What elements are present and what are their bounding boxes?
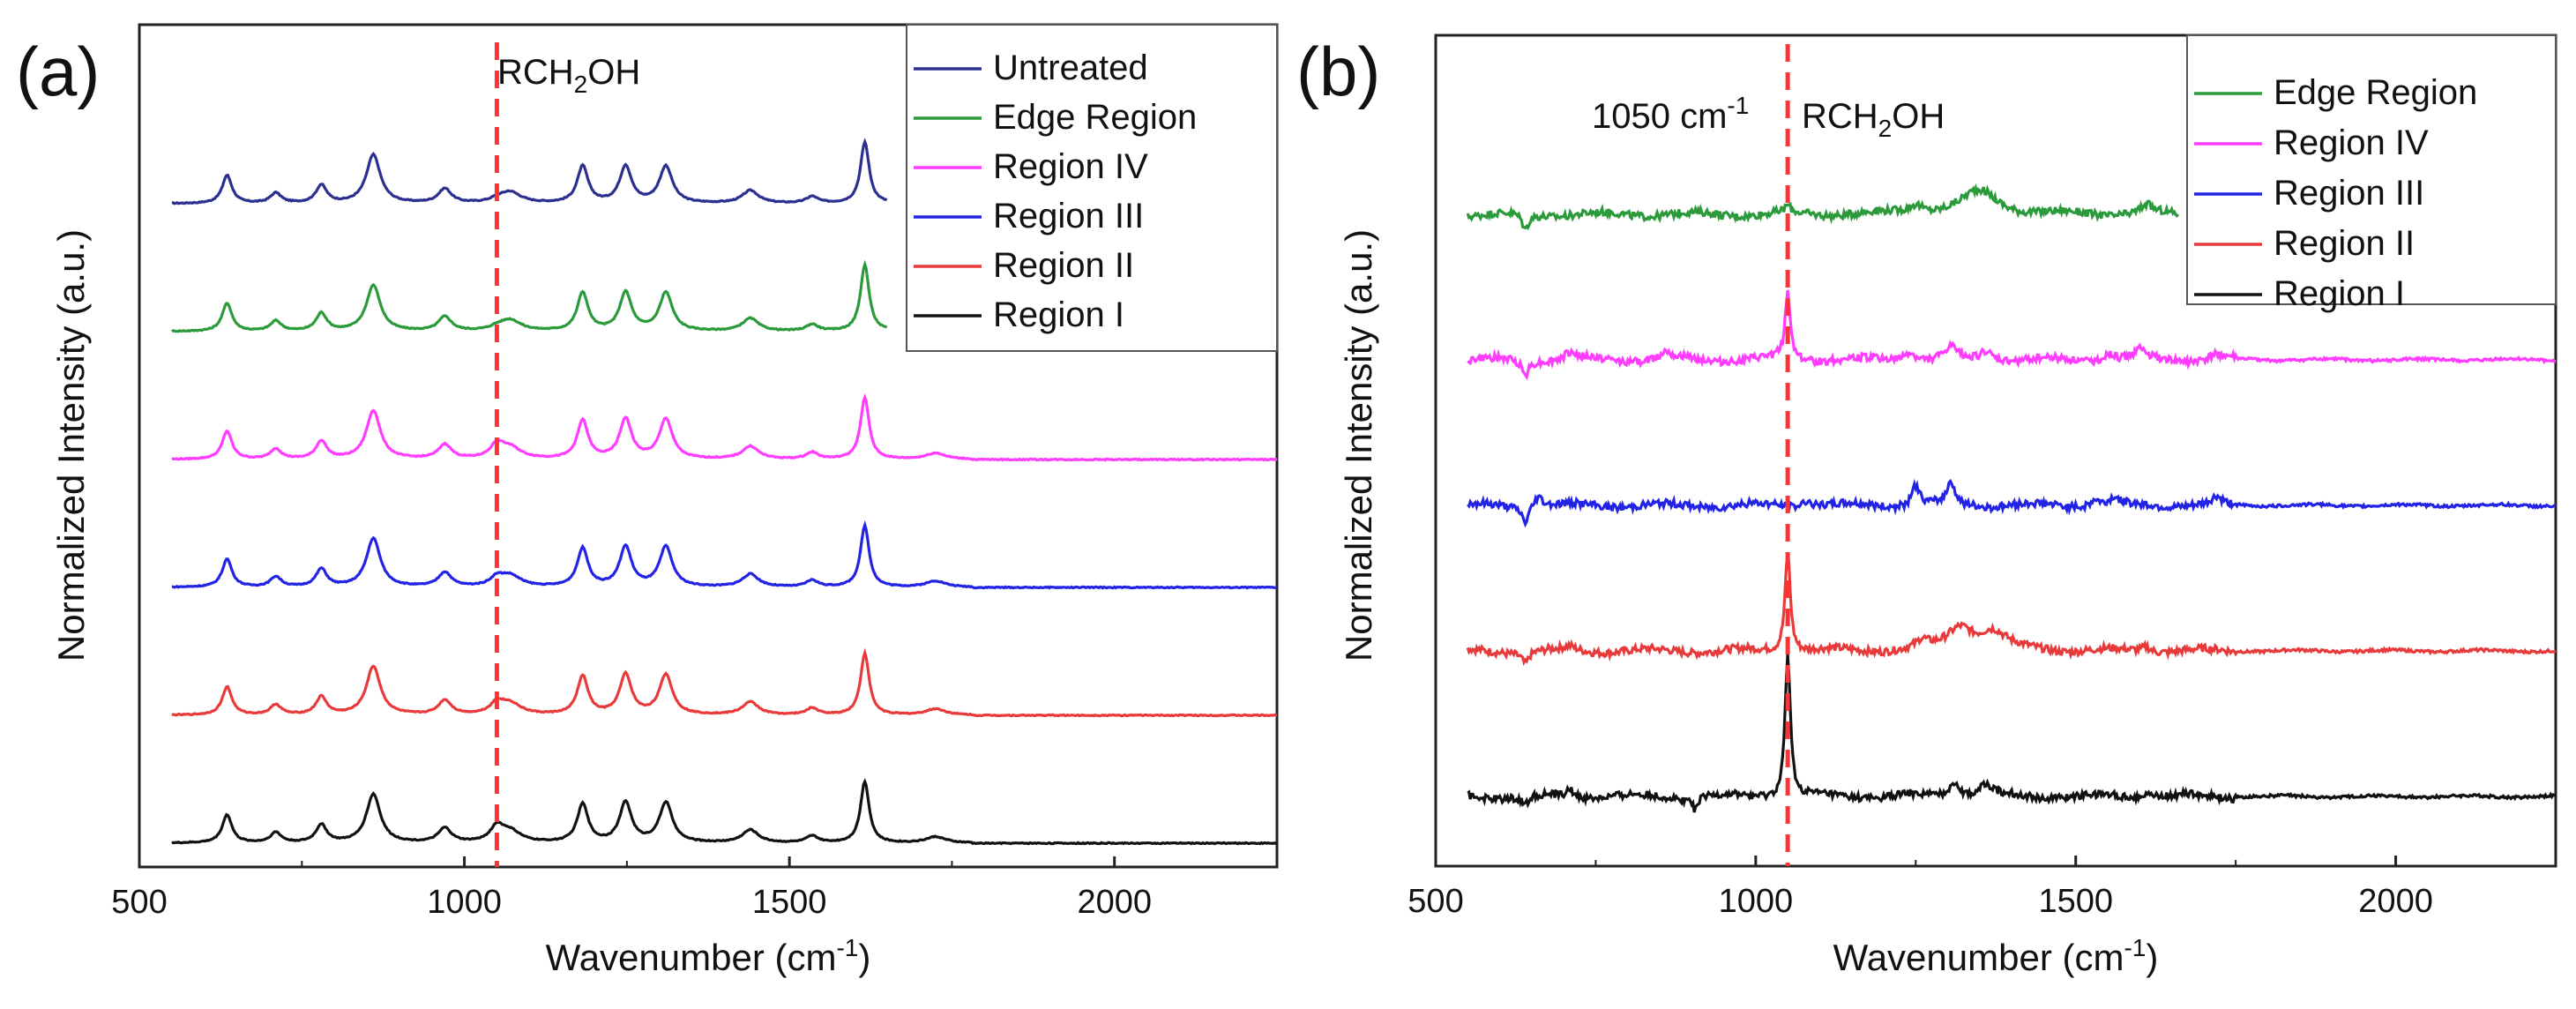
- panel-b-x-axis: 500 1000 1500 2000: [1407, 856, 2433, 920]
- panel-a-rch2oh-label: RCH2OH: [497, 53, 640, 98]
- series-line-region-i: [171, 778, 1278, 846]
- legend-label: Region II: [2274, 224, 2415, 263]
- panel-a: (a) RCH2OH 500 1000 1500 2000 Wavenumber (c…: [16, 23, 1279, 978]
- legend-label: Region III: [2274, 174, 2424, 213]
- legend-label: Region I: [993, 295, 1124, 334]
- panel-b-1050-annotation: 1050 cm-1: [1592, 92, 1749, 136]
- panel-b-legend-box: [2186, 34, 2557, 305]
- panel-b-series-group: [1466, 183, 2557, 813]
- x-tick-label: 1500: [2038, 883, 2113, 920]
- panel-b-plot-frame: [1434, 34, 2557, 868]
- x-tick-label: 2000: [2358, 883, 2433, 920]
- panel-a-label: (a): [16, 33, 100, 110]
- panel-a-series-group: [171, 138, 1278, 846]
- panel-a-x-axis: 500 1000 1500 2000: [111, 856, 1152, 921]
- series-line-edge-region: [171, 259, 888, 333]
- series-line-region-iii: [171, 519, 1278, 590]
- series-line-region-ii: [171, 647, 1278, 718]
- panel-b-x-axis-title: Wavenumber (cm-1): [1833, 934, 2159, 978]
- panel-a-legend: Untreated Edge Region Region IV Region III R…: [906, 24, 1278, 352]
- legend-label: Edge Region: [993, 98, 1197, 137]
- series-line-region-i: [1467, 654, 2557, 813]
- panel-a-x-axis-title: Wavenumber (cm-1): [546, 934, 871, 978]
- series-line-region-iv: [1467, 289, 2556, 381]
- series-line-region-ii: [1466, 552, 2557, 667]
- panel-b-legend: Edge Region Region IV Region III Region II R…: [2186, 34, 2557, 313]
- series-line-edge-region: [1466, 183, 2180, 231]
- panel-b-y-axis-title: Normalized Intensity (a.u.): [1338, 229, 1379, 661]
- legend-label: Region III: [993, 197, 1144, 235]
- panel-b: (b) 1050 cm-1 RCH2OH 500 1000 1500 2000 Wav…: [1296, 33, 2557, 978]
- legend-label: Region I: [2274, 274, 2405, 313]
- panel-b-rch2oh-label: RCH2OH: [1802, 97, 1945, 142]
- legend-label: Untreated: [993, 49, 1148, 87]
- x-tick-label: 1000: [427, 884, 502, 921]
- series-line-region-iv: [171, 393, 1278, 462]
- legend-label: Region IV: [2274, 123, 2429, 162]
- series-line-untreated: [171, 138, 888, 206]
- x-tick-label: 500: [111, 884, 167, 921]
- panel-a-legend-box: [906, 24, 1278, 352]
- legend-label: Edge Region: [2274, 73, 2477, 112]
- panel-a-y-axis-title: Normalized Intensity (a.u.): [50, 229, 92, 661]
- panel-a-plot-frame: [138, 23, 1279, 869]
- x-tick-label: 500: [1407, 883, 1463, 920]
- x-tick-label: 1500: [752, 884, 827, 921]
- legend-label: Region IV: [993, 147, 1148, 186]
- panel-b-label: (b): [1296, 33, 1380, 110]
- x-tick-label: 2000: [1077, 884, 1152, 921]
- series-line-region-iii: [1467, 478, 2557, 528]
- legend-label: Region II: [993, 246, 1134, 285]
- x-tick-label: 1000: [1719, 883, 1794, 920]
